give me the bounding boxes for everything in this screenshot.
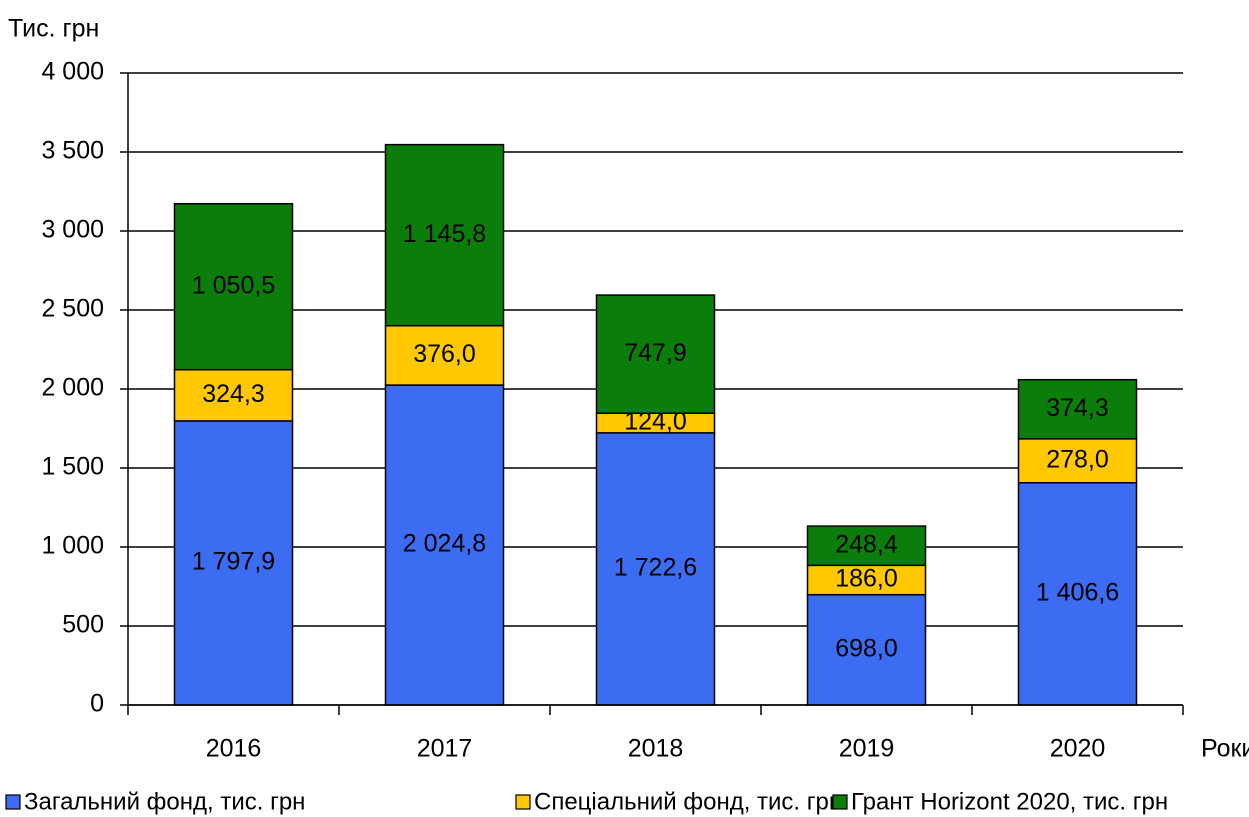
y-tick-label: 1 000 [41, 532, 104, 560]
bar-segment [595, 432, 716, 706]
y-tick-label: 1 500 [41, 453, 104, 481]
data-label: 2 024,8 [403, 530, 486, 558]
x-tick-label: 2017 [417, 735, 473, 763]
bar-segment [384, 384, 505, 706]
bar-segment [806, 593, 927, 706]
bar-segment [1017, 378, 1138, 440]
y-tick-label: 4 000 [41, 58, 104, 86]
y-tick-label: 500 [62, 611, 104, 639]
legend-label: Спеціальний фонд, тис. грн [534, 788, 842, 815]
bar-segment [384, 324, 505, 386]
y-tick-label: 2 500 [41, 295, 104, 323]
data-label: 1 406,6 [1036, 578, 1119, 606]
data-label: 248,4 [835, 530, 898, 558]
y-tick-label: 2 000 [41, 374, 104, 402]
y-tick-label: 3 000 [41, 216, 104, 244]
data-label: 1 797,9 [192, 548, 275, 576]
legend-swatch [832, 794, 848, 810]
bar-segment [384, 143, 505, 327]
data-label: 747,9 [624, 339, 687, 367]
y-axis-title: Тис. грн [8, 15, 99, 43]
y-tick-label: 3 500 [41, 137, 104, 165]
data-label: 698,0 [835, 634, 898, 662]
x-tick-label: 2019 [839, 735, 895, 763]
data-label: 278,0 [1046, 445, 1109, 473]
x-axis-title: Роки [1201, 735, 1249, 763]
data-label: 1 050,5 [192, 271, 275, 299]
legend-label: Загальний фонд, тис. грн [24, 788, 305, 815]
x-tick-label: 2020 [1050, 735, 1106, 763]
bar-segment [173, 202, 294, 371]
data-label: 186,0 [835, 565, 898, 593]
data-label: 324,3 [202, 380, 265, 408]
bar-segment [173, 368, 294, 422]
bar-segment [806, 525, 927, 567]
bar-segment [806, 564, 927, 596]
legend-swatch [515, 794, 531, 810]
data-label: 1 145,8 [403, 220, 486, 248]
bar-segment [1017, 438, 1138, 484]
bar-segment [1017, 482, 1138, 706]
x-tick-label: 2018 [628, 735, 684, 763]
legend-label: Грант Horizont 2020, тис. грн [851, 788, 1168, 815]
data-label: 374,3 [1046, 394, 1109, 422]
y-tick-label: 0 [90, 690, 104, 718]
data-label: 376,0 [413, 340, 476, 368]
data-label: 1 722,6 [614, 554, 697, 582]
legend-swatch [5, 794, 21, 810]
x-tick-label: 2016 [206, 735, 262, 763]
bar-segment [595, 294, 716, 414]
